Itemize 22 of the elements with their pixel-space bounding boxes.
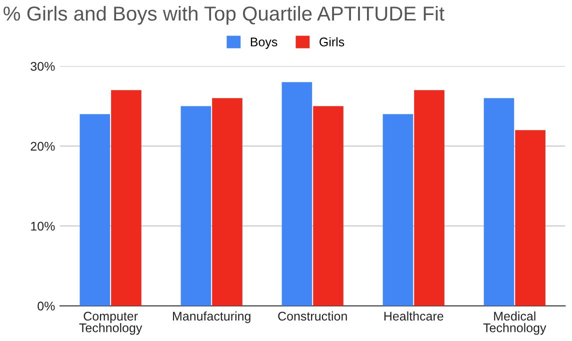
- x-tick-label: Manufacturing: [173, 311, 250, 324]
- y-tick-label: 30%: [30, 62, 55, 71]
- x-tick-label: Medical Technology: [483, 311, 546, 335]
- bar: [212, 98, 242, 306]
- y-tick-label: 10%: [31, 222, 55, 231]
- bar: [382, 114, 414, 306]
- y-tick-label: 20%: [30, 142, 55, 151]
- bar: [80, 114, 110, 306]
- bar: [414, 90, 444, 306]
- bar: [313, 106, 344, 306]
- chart-title: % Girls and Boys with Top Quartile APTITUDE Fit: [4, 6, 444, 25]
- bar: [282, 82, 312, 306]
- bar: [111, 90, 142, 306]
- x-tick-label: Healthcare: [384, 311, 444, 321]
- x-tick-label: Construction: [278, 311, 347, 321]
- bar: [515, 130, 546, 306]
- bar: [180, 106, 212, 306]
- legend-label: Girls: [320, 37, 344, 46]
- y-tick-label: 0%: [38, 302, 55, 311]
- legend-label: Boys: [250, 38, 278, 49]
- x-tick-label: Computer Technology: [79, 312, 142, 335]
- bar: [484, 98, 514, 306]
